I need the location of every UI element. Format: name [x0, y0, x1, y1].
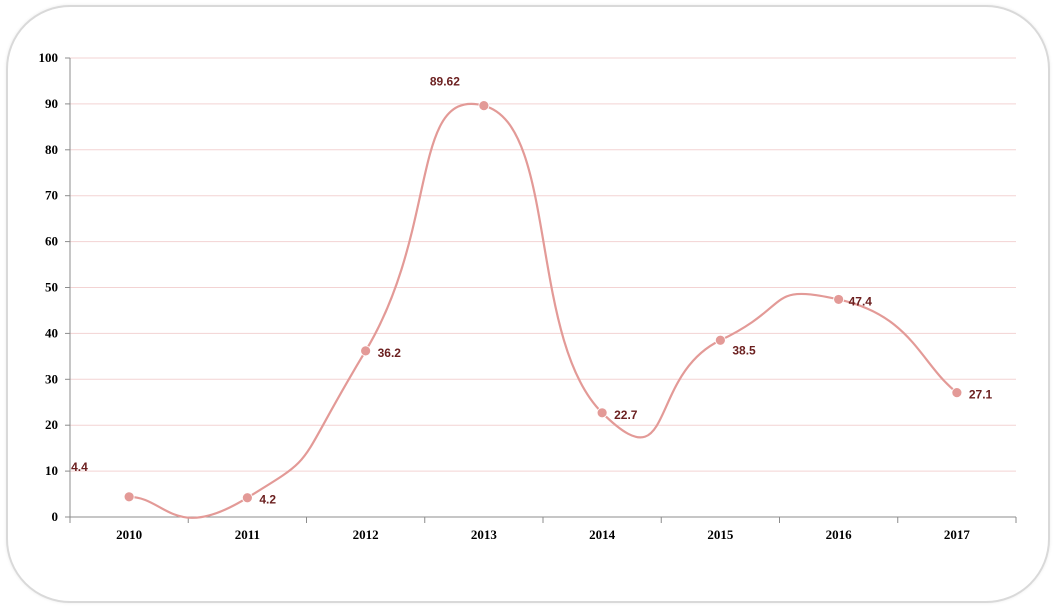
- data-label: 47.4: [849, 294, 873, 308]
- x-tick-label: 2017: [944, 527, 971, 542]
- x-axis-ticks: 2010 2011 2012 2013 2014 2015 2016 2017: [69, 517, 1017, 542]
- data-points: [123, 100, 963, 504]
- data-label: 89.62: [430, 75, 460, 89]
- y-tick-label: 40: [45, 325, 58, 340]
- x-tick-label: 2014: [589, 527, 616, 542]
- data-label: 38.5: [732, 343, 756, 357]
- x-tick-label: 2016: [826, 527, 853, 542]
- data-point: [596, 407, 608, 419]
- y-tick-label: 90: [45, 96, 58, 111]
- x-tick-label: 2015: [707, 527, 734, 542]
- data-label: 4.2: [259, 493, 276, 507]
- data-point: [951, 387, 963, 399]
- y-axis-ticks: 0 10 20 30 40 50 60 70 80 90 100: [39, 50, 70, 524]
- data-label: 36.2: [378, 346, 402, 360]
- y-tick-label: 20: [45, 417, 58, 432]
- data-point: [123, 491, 135, 503]
- data-label: 22.7: [614, 408, 638, 422]
- y-tick-label: 100: [39, 50, 59, 65]
- data-point: [833, 294, 845, 305]
- y-tick-label: 60: [45, 234, 58, 249]
- x-tick-label: 2013: [471, 527, 498, 542]
- y-tick-label: 70: [45, 188, 58, 203]
- data-point: [478, 100, 490, 112]
- y-tick-label: 50: [45, 280, 58, 295]
- data-label: 27.1: [969, 388, 993, 402]
- x-tick-label: 2012: [353, 527, 379, 542]
- series-line: [129, 102, 958, 519]
- data-point: [360, 345, 372, 357]
- data-point: [241, 492, 253, 504]
- y-tick-label: 10: [45, 463, 58, 478]
- x-tick-label: 2010: [116, 527, 142, 542]
- data-labels: 4.4 4.2 36.2 89.62 22.7 38.5 47.4 27.1: [71, 75, 992, 507]
- gridlines: [70, 57, 1016, 472]
- series-group: [129, 102, 958, 519]
- x-tick-label: 2011: [235, 527, 260, 542]
- y-tick-label: 80: [45, 142, 58, 157]
- chart-frame: [6, 5, 1050, 603]
- y-tick-label: 30: [45, 371, 58, 386]
- y-tick-label: 0: [52, 509, 59, 524]
- data-point: [714, 334, 726, 346]
- data-label: 4.4: [71, 460, 88, 474]
